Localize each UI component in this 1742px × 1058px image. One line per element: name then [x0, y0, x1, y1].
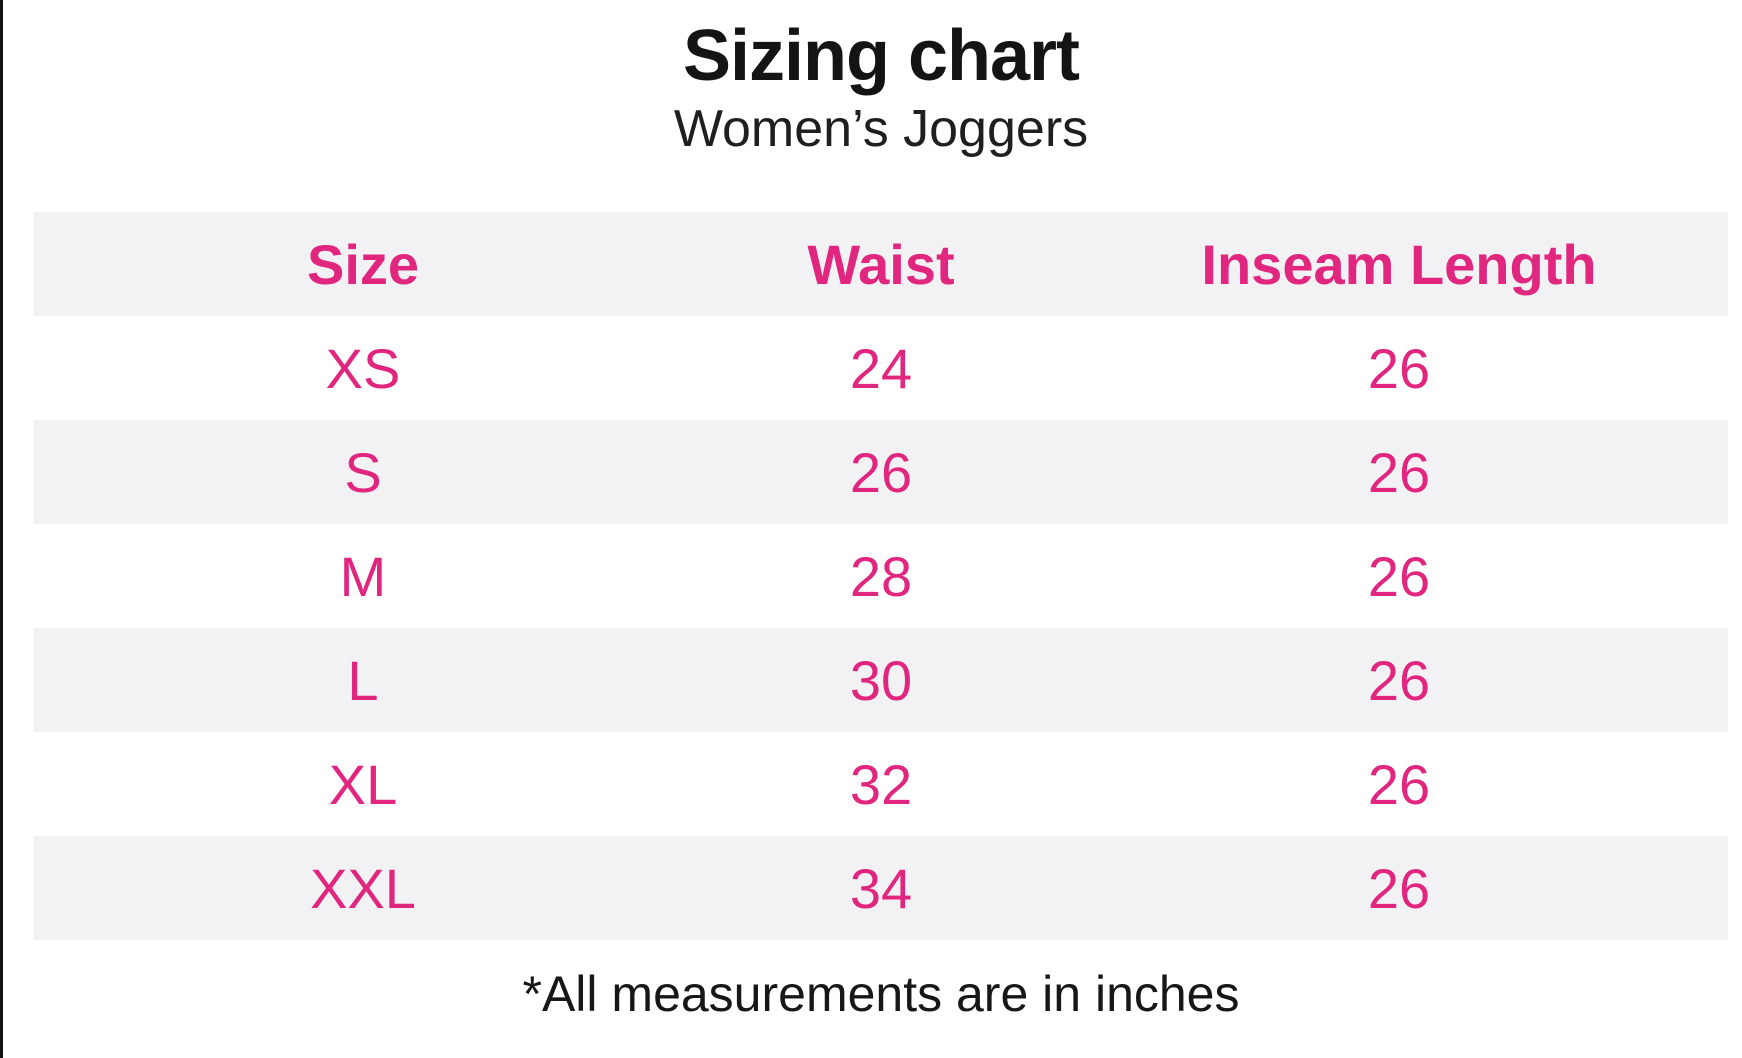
page-title: Sizing chart: [682, 16, 1080, 96]
cell-size: M: [339, 544, 387, 608]
cell-inseam: 26: [1367, 648, 1431, 712]
cell-waist: 24: [849, 336, 913, 400]
table-row-xs: XS 24 26: [34, 316, 1728, 420]
sizing-table: Size Waist Inseam Length XS 24 26 S 26 2…: [34, 212, 1728, 940]
column-header-inseam-length: Inseam Length: [1201, 232, 1597, 296]
cell-inseam: 26: [1367, 752, 1431, 816]
table-row-xl: XL 32 26: [34, 732, 1728, 836]
table-row-l: L 30 26: [34, 628, 1728, 732]
cell-size: L: [347, 648, 379, 712]
cell-waist: 32: [849, 752, 913, 816]
cell-inseam: 26: [1367, 336, 1431, 400]
cell-size: XS: [325, 336, 401, 400]
table-row-m: M 28 26: [34, 524, 1728, 628]
cell-inseam: 26: [1367, 440, 1431, 504]
cell-inseam: 26: [1367, 856, 1431, 920]
table-row-xxl: XXL 34 26: [34, 836, 1728, 940]
column-header-size: Size: [306, 232, 420, 296]
cell-waist: 26: [849, 440, 913, 504]
cell-size: S: [344, 440, 382, 504]
cell-inseam: 26: [1367, 544, 1431, 608]
column-header-waist: Waist: [807, 232, 955, 296]
cell-waist: 30: [849, 648, 913, 712]
cell-size: XL: [328, 752, 398, 816]
cell-waist: 28: [849, 544, 913, 608]
cell-waist: 34: [849, 856, 913, 920]
page-subtitle: Women’s Joggers: [673, 100, 1089, 158]
cell-size: XXL: [310, 856, 416, 920]
sizing-chart-content: Sizing chart Women’s Joggers Size Waist …: [34, 0, 1728, 1024]
table-header-row: Size Waist Inseam Length: [34, 212, 1728, 316]
measurements-footnote: *All measurements are in inches: [522, 966, 1240, 1022]
table-row-s: S 26 26: [34, 420, 1728, 524]
